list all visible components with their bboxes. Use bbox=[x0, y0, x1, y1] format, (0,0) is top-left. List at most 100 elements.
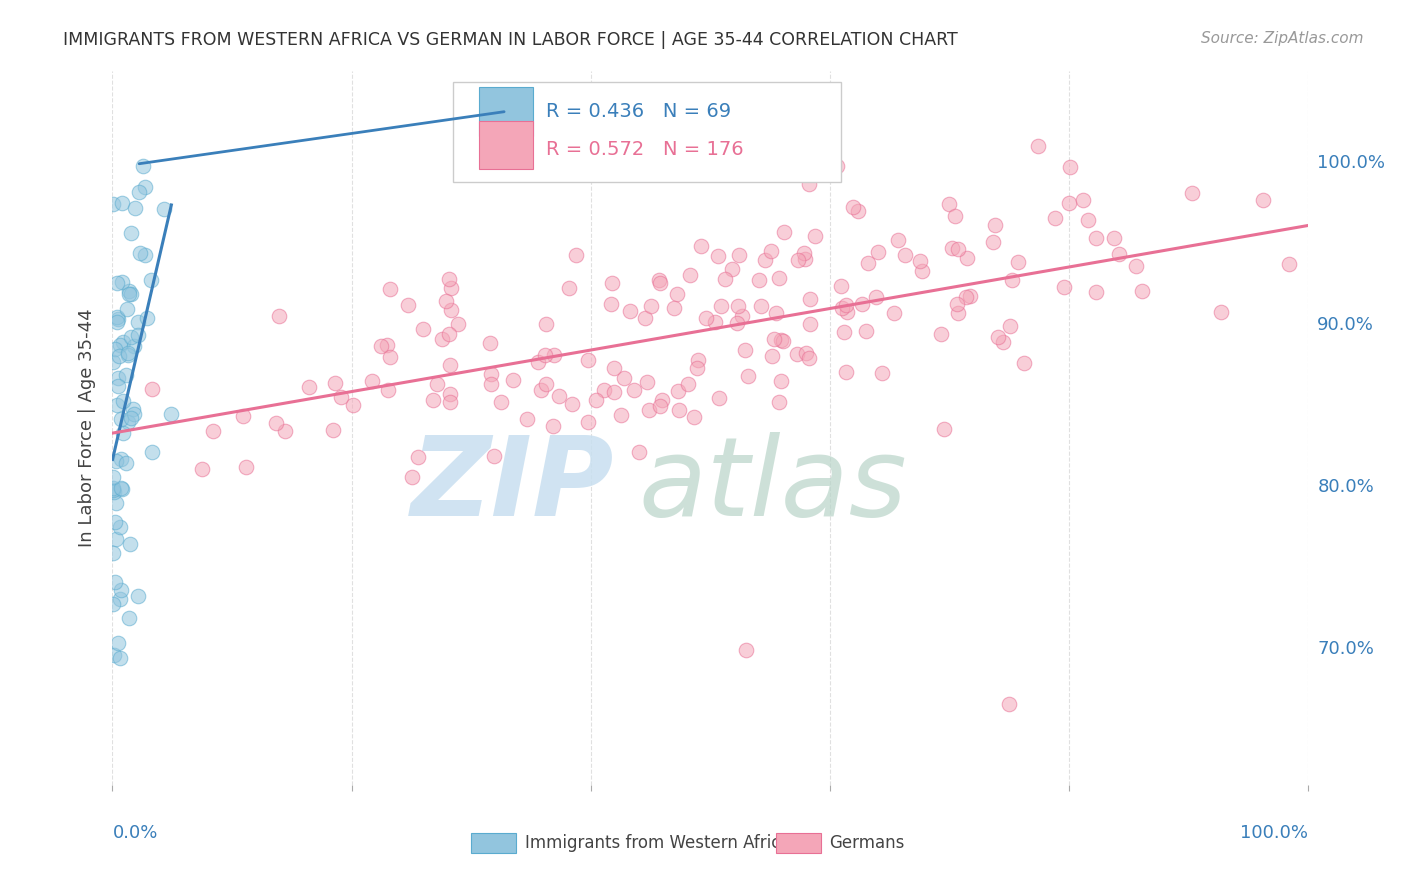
Point bbox=[768, 395, 790, 409]
Point bbox=[1085, 285, 1108, 299]
Point bbox=[585, 393, 607, 408]
Point bbox=[128, 185, 150, 199]
Point bbox=[104, 342, 127, 356]
Point bbox=[593, 383, 616, 397]
Text: ZIP: ZIP bbox=[411, 432, 614, 539]
Point bbox=[991, 334, 1014, 349]
Point bbox=[561, 397, 583, 411]
Point bbox=[103, 648, 125, 663]
Point bbox=[107, 312, 129, 326]
Point bbox=[734, 343, 756, 357]
Point bbox=[396, 298, 419, 312]
Point bbox=[946, 297, 969, 311]
Point bbox=[322, 423, 344, 437]
Point bbox=[866, 245, 889, 260]
Point bbox=[831, 301, 853, 315]
Point bbox=[108, 591, 131, 606]
Point bbox=[274, 424, 297, 438]
Point bbox=[578, 415, 600, 429]
Point bbox=[479, 377, 502, 392]
Point bbox=[201, 424, 224, 438]
Point bbox=[728, 248, 751, 262]
Point bbox=[648, 273, 671, 287]
Point bbox=[440, 281, 463, 295]
Point bbox=[153, 202, 176, 216]
Point bbox=[1102, 231, 1125, 245]
Point bbox=[232, 409, 254, 424]
Point bbox=[872, 367, 894, 381]
Point bbox=[541, 419, 564, 434]
Point bbox=[998, 697, 1021, 711]
Point bbox=[377, 383, 399, 397]
Point bbox=[141, 272, 163, 286]
Point bbox=[794, 346, 817, 360]
Point bbox=[725, 316, 748, 330]
Point bbox=[267, 309, 290, 323]
Point bbox=[855, 324, 877, 338]
Point bbox=[101, 546, 124, 560]
Point bbox=[634, 311, 657, 326]
Point bbox=[122, 401, 145, 416]
Text: Germans: Germans bbox=[830, 834, 905, 852]
Point bbox=[111, 482, 134, 496]
Point bbox=[851, 297, 873, 311]
Point bbox=[832, 325, 855, 339]
Point bbox=[108, 349, 131, 363]
Point bbox=[543, 348, 565, 362]
Point bbox=[103, 575, 125, 590]
Point bbox=[772, 334, 794, 348]
Point bbox=[502, 373, 524, 387]
Point bbox=[103, 355, 125, 369]
Point bbox=[987, 330, 1010, 344]
Text: R = 0.436   N = 69: R = 0.436 N = 69 bbox=[547, 102, 731, 120]
Point bbox=[437, 326, 460, 341]
Point bbox=[695, 311, 717, 326]
Point bbox=[636, 375, 658, 389]
Point bbox=[117, 415, 139, 429]
Point bbox=[721, 262, 744, 277]
Text: 100.0%: 100.0% bbox=[1240, 824, 1308, 842]
Point bbox=[797, 177, 820, 191]
Point bbox=[127, 327, 149, 342]
Point bbox=[110, 452, 132, 467]
Point bbox=[342, 398, 364, 412]
Point bbox=[122, 339, 145, 353]
Point bbox=[516, 411, 538, 425]
Point bbox=[375, 338, 398, 352]
Point bbox=[101, 597, 124, 611]
Point bbox=[118, 537, 141, 551]
Point bbox=[690, 239, 713, 253]
Point bbox=[763, 332, 786, 346]
Point bbox=[325, 376, 347, 390]
Point bbox=[264, 417, 287, 431]
Point bbox=[110, 411, 132, 425]
Point bbox=[127, 589, 149, 603]
Point bbox=[107, 378, 129, 392]
Point bbox=[946, 242, 969, 256]
Point bbox=[110, 481, 132, 495]
Point bbox=[1209, 305, 1232, 319]
Point bbox=[981, 235, 1004, 249]
Point bbox=[830, 279, 852, 293]
Point bbox=[1181, 186, 1204, 201]
Point bbox=[911, 264, 934, 278]
Point bbox=[479, 368, 502, 382]
Point bbox=[754, 253, 776, 268]
Point bbox=[527, 355, 550, 369]
Text: R = 0.572   N = 176: R = 0.572 N = 176 bbox=[547, 140, 744, 160]
Point bbox=[959, 289, 981, 303]
Point bbox=[124, 201, 146, 215]
Point bbox=[1026, 138, 1049, 153]
Point bbox=[108, 520, 131, 534]
Text: 0.0%: 0.0% bbox=[112, 824, 157, 842]
Point bbox=[136, 310, 159, 325]
Point bbox=[105, 276, 128, 290]
Point bbox=[103, 485, 125, 500]
Point bbox=[1130, 284, 1153, 298]
Point bbox=[118, 286, 141, 301]
Point bbox=[101, 483, 124, 497]
Point bbox=[105, 315, 128, 329]
Point bbox=[108, 650, 131, 665]
Point bbox=[534, 317, 557, 331]
Point bbox=[651, 393, 673, 408]
